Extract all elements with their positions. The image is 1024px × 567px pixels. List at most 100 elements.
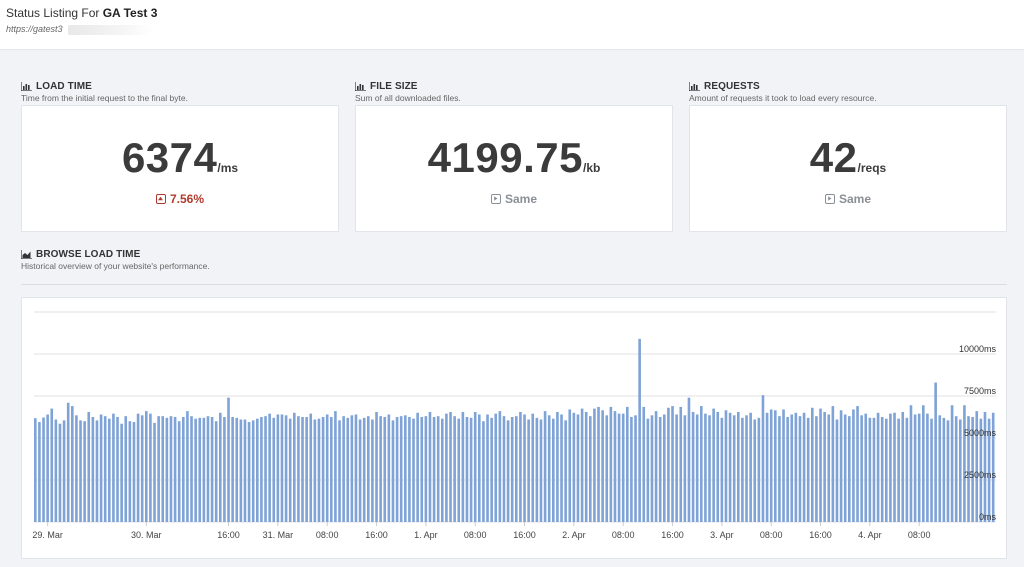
chart-bar[interactable] xyxy=(288,418,292,522)
chart-bar[interactable] xyxy=(852,409,855,522)
chart-bar[interactable] xyxy=(519,411,522,522)
chart-bar[interactable] xyxy=(535,417,539,522)
chart-bar[interactable] xyxy=(280,414,284,522)
chart-bar[interactable] xyxy=(50,408,54,522)
chart-bar[interactable] xyxy=(441,418,444,522)
chart-bar[interactable] xyxy=(62,420,66,522)
chart-bar[interactable] xyxy=(42,417,45,523)
chart-bar[interactable] xyxy=(794,412,798,522)
chart-bar[interactable] xyxy=(46,414,49,522)
chart-bar[interactable] xyxy=(161,416,165,522)
chart-bar[interactable] xyxy=(934,382,937,522)
chart-bar[interactable] xyxy=(194,418,197,522)
chart-bar[interactable] xyxy=(897,418,900,522)
chart-bar[interactable] xyxy=(478,414,481,522)
chart-bar[interactable] xyxy=(749,412,752,522)
chart-bar[interactable] xyxy=(708,415,711,522)
chart-bar[interactable] xyxy=(136,413,140,522)
chart-bar[interactable] xyxy=(231,417,234,522)
chart-bar[interactable] xyxy=(206,416,210,522)
chart-bar[interactable] xyxy=(34,418,37,522)
chart-bar[interactable] xyxy=(765,412,769,522)
chart-bar[interactable] xyxy=(827,414,831,522)
chart-bar[interactable] xyxy=(38,422,41,522)
chart-bar[interactable] xyxy=(420,417,424,522)
chart-bar[interactable] xyxy=(782,409,785,522)
chart-bar[interactable] xyxy=(186,411,189,522)
chart-bar[interactable] xyxy=(465,417,469,522)
chart-bar[interactable] xyxy=(712,408,715,522)
chart-bar[interactable] xyxy=(868,417,872,522)
chart-bar[interactable] xyxy=(198,417,202,522)
chart-bar[interactable] xyxy=(609,406,613,522)
chart-bar[interactable] xyxy=(432,417,436,522)
chart-bar[interactable] xyxy=(691,411,695,522)
chart-bar[interactable] xyxy=(424,416,428,522)
chart-bar[interactable] xyxy=(630,417,633,522)
chart-bar[interactable] xyxy=(66,402,70,522)
chart-bar[interactable] xyxy=(556,411,559,522)
chart-bar[interactable] xyxy=(695,414,699,522)
chart-bar[interactable] xyxy=(769,409,773,522)
chart-bar[interactable] xyxy=(457,418,461,522)
chart-bar[interactable] xyxy=(831,406,835,522)
chart-bar[interactable] xyxy=(671,406,674,522)
chart-bar[interactable] xyxy=(811,407,814,522)
chart-bar[interactable] xyxy=(720,417,724,522)
chart-bar[interactable] xyxy=(806,417,810,522)
chart-bar[interactable] xyxy=(531,413,535,522)
chart-bar[interactable] xyxy=(601,410,604,522)
chart-bar[interactable] xyxy=(362,417,366,522)
chart-bar[interactable] xyxy=(227,397,230,522)
chart-bar[interactable] xyxy=(626,406,629,522)
chart-bar[interactable] xyxy=(449,411,452,522)
chart-bar[interactable] xyxy=(728,412,732,522)
chart-bar[interactable] xyxy=(942,417,946,522)
chart-bar[interactable] xyxy=(922,405,925,522)
chart-bar[interactable] xyxy=(753,419,757,522)
chart-bar[interactable] xyxy=(560,414,563,522)
chart-bar[interactable] xyxy=(901,411,905,522)
chart-bar[interactable] xyxy=(247,422,251,522)
chart-bar[interactable] xyxy=(819,408,822,522)
chart-bar[interactable] xyxy=(568,409,572,522)
chart-bar[interactable] xyxy=(663,414,666,522)
chart-bar[interactable] xyxy=(938,415,942,522)
chart-bar[interactable] xyxy=(654,411,658,522)
chart-bar[interactable] xyxy=(589,416,592,522)
chart-bar[interactable] xyxy=(584,411,588,522)
chart-bar[interactable] xyxy=(646,418,650,522)
chart-bar[interactable] xyxy=(987,418,991,522)
chart-bar[interactable] xyxy=(790,414,794,522)
chart-bar[interactable] xyxy=(132,422,136,522)
chart-bar[interactable] xyxy=(140,415,144,522)
chart-bar[interactable] xyxy=(950,405,954,522)
chart-bar[interactable] xyxy=(909,405,913,522)
chart-bar[interactable] xyxy=(523,414,526,522)
chart-bar[interactable] xyxy=(416,412,419,522)
chart-bar[interactable] xyxy=(547,415,551,522)
chart-bar[interactable] xyxy=(83,421,86,522)
chart-bar[interactable] xyxy=(99,414,103,522)
chart-bar[interactable] xyxy=(58,423,62,522)
chart-bar[interactable] xyxy=(482,421,485,522)
chart-bar[interactable] xyxy=(876,412,880,522)
chart-bar[interactable] xyxy=(190,416,193,522)
chart-bar[interactable] xyxy=(313,419,317,522)
chart-bar[interactable] xyxy=(979,418,983,522)
chart-bar[interactable] xyxy=(515,416,518,522)
chart-bar[interactable] xyxy=(642,406,646,522)
chart-bar[interactable] xyxy=(527,419,530,522)
chart-bar[interactable] xyxy=(317,418,321,522)
chart-bar[interactable] xyxy=(889,413,892,522)
chart-bar[interactable] xyxy=(202,417,206,522)
chart-bar[interactable] xyxy=(399,416,403,522)
chart-bar[interactable] xyxy=(634,415,637,522)
chart-bar[interactable] xyxy=(260,417,263,522)
chart-bar[interactable] xyxy=(564,420,567,522)
chart-bar[interactable] xyxy=(379,416,382,522)
chart-bar[interactable] xyxy=(251,420,255,522)
chart-bar[interactable] xyxy=(860,415,863,522)
chart-bar[interactable] xyxy=(683,415,687,522)
chart-bar[interactable] xyxy=(330,417,333,522)
